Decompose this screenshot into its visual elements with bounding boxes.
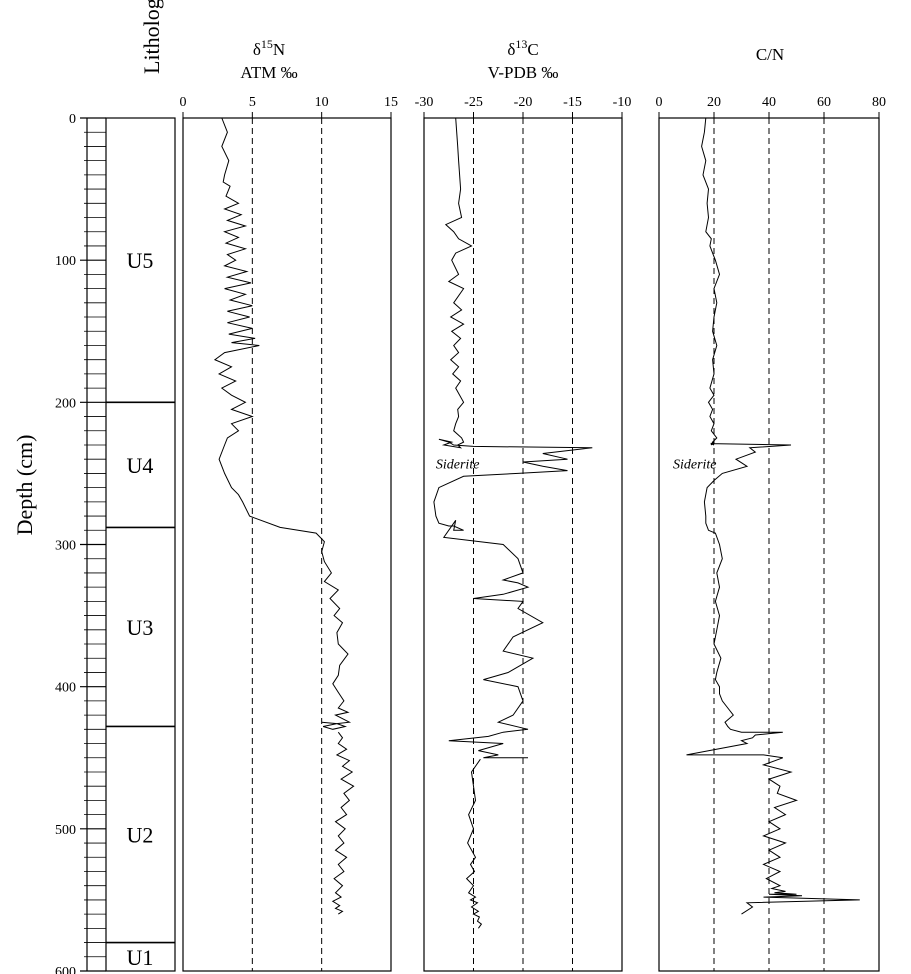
d15n-title: δ15N bbox=[253, 37, 285, 59]
depth-axis-ticks: 0 100 200 300 400 500 600 bbox=[55, 112, 106, 974]
cn-siderite-annotation: Siderite bbox=[673, 457, 717, 472]
d13c-title-sup: 13 bbox=[515, 37, 527, 51]
d13c-title-delta: δ bbox=[507, 40, 515, 59]
d13c-plot: -30 -25 -20 -15 -10 Siderite bbox=[415, 95, 632, 971]
depth-tick-label: 500 bbox=[55, 823, 76, 838]
depth-tick-label: 100 bbox=[55, 254, 76, 269]
d15n-plot: 0 5 10 15 bbox=[180, 95, 398, 971]
d15n-series-0 bbox=[213, 117, 352, 730]
d13c-x-tick-label: -25 bbox=[464, 95, 483, 110]
d15n-panel-header: δ15N ATM ‰ bbox=[240, 37, 297, 82]
lithology-title: Lithology bbox=[139, 0, 164, 74]
d15n-title-sup: 15 bbox=[261, 37, 273, 51]
unit-label-u1: U1 bbox=[127, 945, 154, 970]
cn-x-tick-label: 80 bbox=[872, 95, 886, 110]
lithology-units: U5 U4 U3 U2 U1 bbox=[106, 248, 175, 970]
d15n-x-tick-label: 0 bbox=[180, 95, 187, 110]
cn-series-0 bbox=[686, 117, 860, 915]
depth-tick-label: 600 bbox=[55, 965, 76, 974]
cn-x-tick-label: 40 bbox=[762, 95, 776, 110]
d15n-series-1 bbox=[331, 731, 355, 915]
d15n-x-tick-label: 15 bbox=[384, 95, 398, 110]
d13c-x-tick-label: -20 bbox=[514, 95, 533, 110]
d15n-plot-frame bbox=[182, 117, 392, 972]
d15n-x-tick-label: 10 bbox=[315, 95, 329, 110]
cn-plot: 0 20 40 60 80 Siderite bbox=[656, 95, 886, 971]
unit-label-u3: U3 bbox=[127, 615, 154, 640]
d13c-title-element: C bbox=[527, 40, 538, 59]
d15n-subtitle: ATM ‰ bbox=[240, 63, 297, 82]
depth-tick-label: 200 bbox=[55, 396, 76, 411]
d13c-series-0 bbox=[433, 117, 593, 759]
d13c-siderite-annotation: Siderite bbox=[436, 457, 480, 472]
cn-title: C/N bbox=[756, 45, 784, 64]
depth-tick-label: 0 bbox=[69, 112, 76, 127]
d15n-title-element: N bbox=[273, 40, 285, 59]
d13c-x-tick-label: -30 bbox=[415, 95, 434, 110]
unit-label-u5: U5 bbox=[127, 248, 154, 273]
d13c-subtitle: V-PDB ‰ bbox=[488, 63, 559, 82]
lithology-column-frame bbox=[105, 117, 176, 972]
depth-axis-label: Depth (cm) bbox=[12, 435, 37, 536]
cn-x-tick-label: 20 bbox=[707, 95, 721, 110]
unit-label-u2: U2 bbox=[127, 823, 154, 848]
depth-tick-label: 400 bbox=[55, 681, 76, 696]
cn-x-tick-label: 60 bbox=[817, 95, 831, 110]
d13c-title: δ13C bbox=[507, 37, 538, 59]
d15n-x-tick-label: 5 bbox=[249, 95, 256, 110]
depth-tick-label: 300 bbox=[55, 539, 76, 554]
d13c-x-tick-label: -15 bbox=[563, 95, 582, 110]
d15n-title-delta: δ bbox=[253, 40, 261, 59]
cn-x-tick-label: 0 bbox=[656, 95, 663, 110]
d13c-panel-header: δ13C V-PDB ‰ bbox=[488, 37, 559, 82]
d13c-x-tick-label: -10 bbox=[613, 95, 632, 110]
unit-label-u4: U4 bbox=[127, 453, 154, 478]
d13c-series-1 bbox=[465, 758, 483, 929]
